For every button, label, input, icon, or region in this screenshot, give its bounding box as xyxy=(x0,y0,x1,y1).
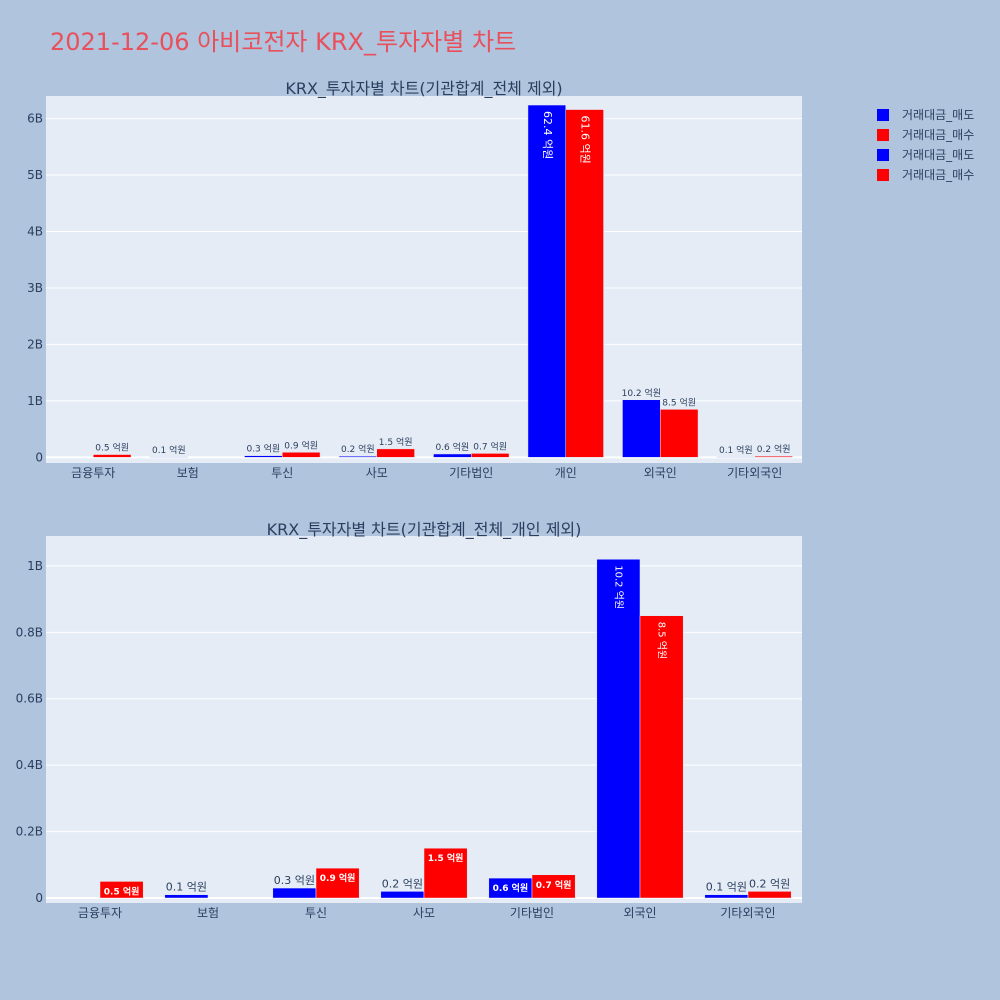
y-tick-label: 0.2B xyxy=(16,825,43,839)
legend-swatch[interactable] xyxy=(877,149,889,161)
x-tick-label: 기타법인 xyxy=(510,906,554,920)
data-label: 0.2 억원 xyxy=(341,443,375,455)
data-label: 8.5 억원 xyxy=(656,622,668,659)
x-tick-label: 금융투자 xyxy=(71,466,115,480)
x-tick-label: 금융투자 xyxy=(78,906,122,920)
chart-title: KRX_투자자별 차트(기관합계_전체_개인 제외) xyxy=(267,520,582,540)
y-tick-label: 3B xyxy=(27,281,43,295)
bar-buy[interactable] xyxy=(531,874,576,899)
y-tick-label: 6B xyxy=(27,112,43,126)
data-label: 0.2 억원 xyxy=(757,443,791,455)
data-label: 1.5 억원 xyxy=(379,436,413,448)
main-title: 2021-12-06 아비코전자 KRX_투자자별 차트 xyxy=(50,28,516,56)
x-tick-label: 기타외국인 xyxy=(720,906,775,920)
data-label: 0.6 억원 xyxy=(493,882,529,894)
x-tick-label: 개인 xyxy=(555,466,577,480)
x-tick-label: 사모 xyxy=(366,466,388,480)
data-label: 0.5 억원 xyxy=(104,885,140,897)
x-tick-label: 사모 xyxy=(413,906,435,920)
data-label: 0.1 억원 xyxy=(152,444,186,456)
data-label: 10.2 억원 xyxy=(622,387,661,399)
data-label: 0.3 억원 xyxy=(274,874,315,887)
data-label: 0.1 억원 xyxy=(706,881,747,894)
bar-buy[interactable] xyxy=(315,867,360,899)
legend-label[interactable]: 거래대금_매도 xyxy=(902,148,974,162)
data-label: 0.9 억원 xyxy=(284,439,318,451)
bar-buy[interactable] xyxy=(423,847,468,899)
data-label: 8.5 억원 xyxy=(662,396,696,408)
x-tick-label: 기타법인 xyxy=(449,466,493,480)
x-tick-label: 보험 xyxy=(197,906,219,920)
data-label: 0.7 억원 xyxy=(473,440,507,452)
legend-swatch[interactable] xyxy=(877,109,889,121)
y-tick-label: 0 xyxy=(35,450,43,464)
data-label: 0.1 억원 xyxy=(719,444,753,456)
y-tick-label: 5B xyxy=(27,168,43,182)
x-tick-label: 투신 xyxy=(271,466,293,480)
bar-sell[interactable] xyxy=(149,456,188,458)
bar-sell[interactable] xyxy=(164,894,209,899)
bar-sell[interactable] xyxy=(716,456,756,458)
legend-label[interactable]: 거래대금_매도 xyxy=(902,108,974,122)
bar-sell[interactable] xyxy=(596,558,641,899)
bar-buy[interactable] xyxy=(639,615,684,899)
x-tick-label: 보험 xyxy=(177,466,199,480)
bar-sell[interactable] xyxy=(338,455,378,458)
legend-label[interactable]: 거래대금_매수 xyxy=(902,128,974,142)
data-label: 0.2 억원 xyxy=(382,877,423,890)
data-label: 0.1 억원 xyxy=(166,881,207,894)
y-tick-label: 1B xyxy=(27,559,43,573)
x-tick-label: 투신 xyxy=(305,906,327,920)
bar-buy[interactable] xyxy=(660,409,699,458)
data-label: 61.6 억원 xyxy=(579,116,592,164)
bar-buy[interactable] xyxy=(471,453,510,458)
data-label: 0.6 억원 xyxy=(435,441,469,453)
bar-buy[interactable] xyxy=(565,109,604,458)
y-tick-label: 0.6B xyxy=(16,692,43,706)
chart-panel-1: KRX_투자자별 차트(기관합계_전체 제외) 0 1B 2B 3B 4B 5B 6B 금융투자… xyxy=(27,79,802,480)
data-label: 0.3 억원 xyxy=(246,443,280,455)
y-tick-label: 2B xyxy=(27,337,43,351)
bar-buy[interactable] xyxy=(99,881,144,899)
bar-buy[interactable] xyxy=(754,455,793,458)
bar-sell[interactable] xyxy=(704,894,749,899)
y-tick-label: 0.8B xyxy=(16,625,43,639)
chart-panel-2: KRX_투자자별 차트(기관합계_전체_개인 제외) 0 0.2B 0.4B 0.6B 0… xyxy=(16,520,802,920)
bar-sell[interactable] xyxy=(433,453,472,458)
bar-buy[interactable] xyxy=(93,454,132,458)
data-label: 0.9 억원 xyxy=(320,872,356,884)
bar-sell[interactable] xyxy=(527,104,567,458)
y-tick-label: 4B xyxy=(27,225,43,239)
data-label: 10.2 억원 xyxy=(612,565,624,609)
bar-sell[interactable] xyxy=(244,455,283,458)
bar-buy[interactable] xyxy=(282,452,321,458)
legend-swatch[interactable] xyxy=(877,169,889,181)
chart-title: KRX_투자자별 차트(기관합계_전체 제외) xyxy=(285,79,562,99)
legend-label[interactable]: 거래대금_매수 xyxy=(902,168,974,182)
y-tick-label: 0 xyxy=(35,891,43,905)
bar-sell[interactable] xyxy=(622,399,661,458)
bar-buy[interactable] xyxy=(376,448,415,458)
x-tick-label: 외국인 xyxy=(623,906,656,920)
data-label: 0.2 억원 xyxy=(749,877,790,890)
data-label: 1.5 억원 xyxy=(428,852,464,864)
plot-area xyxy=(46,96,802,463)
legend-swatch[interactable] xyxy=(877,129,889,141)
data-label: 0.7 억원 xyxy=(536,879,572,891)
data-label: 62.4 억원 xyxy=(541,111,554,159)
y-tick-label: 1B xyxy=(27,394,43,408)
bar-buy[interactable] xyxy=(747,891,792,899)
x-tick-label: 기타외국인 xyxy=(727,466,782,480)
x-tick-label: 외국인 xyxy=(644,466,677,480)
bar-sell[interactable] xyxy=(380,891,425,899)
bar-sell[interactable] xyxy=(272,887,317,899)
data-label: 0.5 억원 xyxy=(95,442,129,454)
y-tick-label: 0.4B xyxy=(16,758,43,772)
